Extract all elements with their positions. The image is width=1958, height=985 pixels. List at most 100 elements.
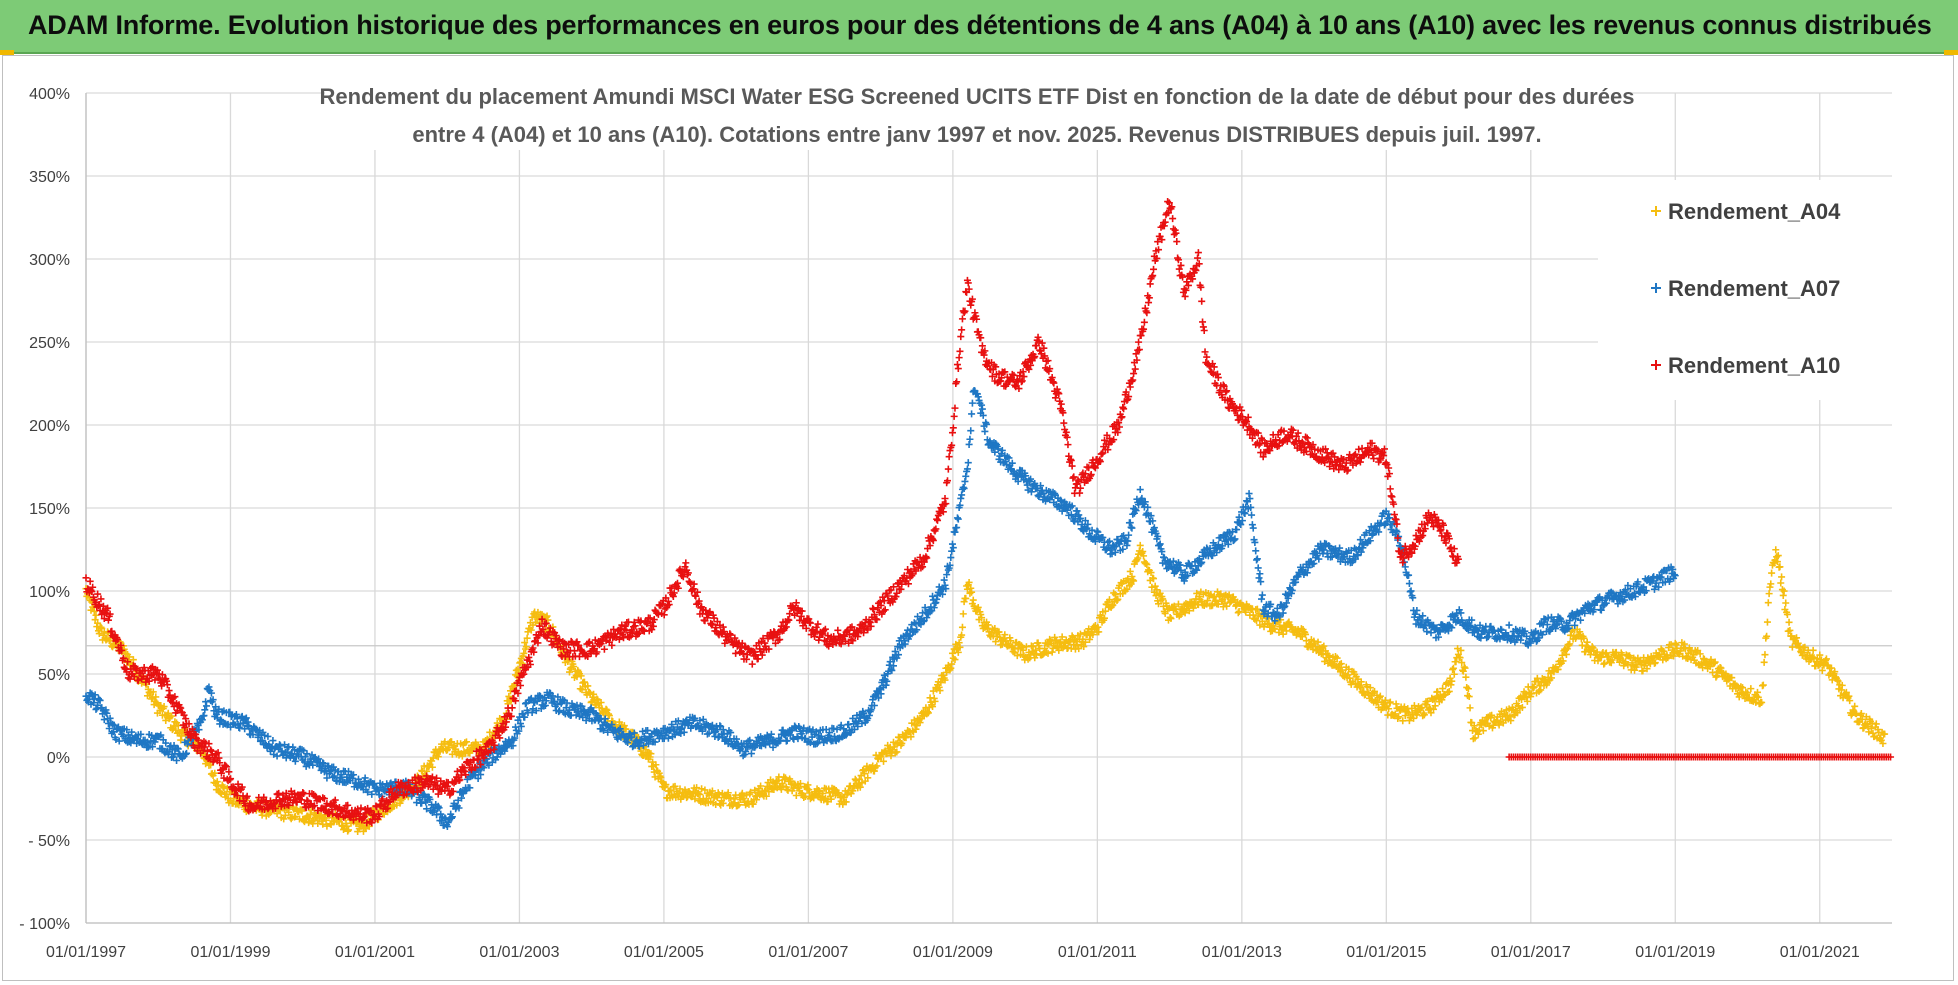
data-point <box>1366 684 1374 692</box>
data-point <box>898 739 906 747</box>
data-point <box>178 732 186 740</box>
data-point <box>1279 630 1287 638</box>
data-point <box>1255 574 1263 582</box>
data-point <box>1136 541 1144 549</box>
data-point <box>227 775 235 783</box>
data-point <box>1728 674 1736 682</box>
data-point <box>826 789 834 797</box>
data-point <box>959 610 967 618</box>
data-point <box>194 736 202 744</box>
data-point <box>1050 641 1058 649</box>
data-point <box>1399 717 1407 725</box>
data-point <box>1510 632 1518 640</box>
data-point <box>106 714 114 722</box>
data-point <box>762 792 770 800</box>
data-point <box>586 689 594 697</box>
data-point <box>1680 640 1688 648</box>
data-point <box>1466 704 1474 712</box>
data-point <box>1670 571 1678 579</box>
data-point <box>137 730 145 738</box>
data-point <box>1652 579 1660 587</box>
data-point <box>1249 524 1257 532</box>
data-point <box>815 786 823 794</box>
data-point <box>1331 658 1339 666</box>
data-point <box>1711 658 1719 666</box>
data-point <box>1151 582 1159 590</box>
data-point <box>322 816 330 824</box>
data-point <box>870 767 878 775</box>
data-point <box>900 637 908 645</box>
data-point <box>1271 617 1279 625</box>
data-point <box>762 786 770 794</box>
data-point <box>855 775 863 783</box>
data-point <box>727 794 735 802</box>
data-point <box>205 683 213 691</box>
data-point <box>935 683 943 691</box>
data-point <box>1056 638 1064 646</box>
data-point <box>637 747 645 755</box>
data-point <box>242 714 250 722</box>
data-point <box>1156 540 1164 548</box>
data-point <box>210 707 218 715</box>
data-point <box>1048 648 1056 656</box>
data-point <box>1631 593 1639 601</box>
data-point <box>1227 598 1235 606</box>
data-point <box>1083 524 1091 532</box>
data-point <box>89 583 97 591</box>
data-point <box>1631 589 1639 597</box>
data-point <box>266 797 274 805</box>
data-point <box>786 777 794 785</box>
data-point <box>1313 551 1321 559</box>
data-point <box>143 738 151 746</box>
data-point <box>1460 663 1468 671</box>
data-point <box>297 806 305 814</box>
data-point <box>1314 638 1322 646</box>
data-point <box>1707 656 1715 664</box>
data-point <box>601 715 609 723</box>
data-point <box>949 544 957 552</box>
data-point <box>953 523 961 531</box>
data-point <box>1845 692 1853 700</box>
data-point <box>913 626 921 634</box>
data-point <box>1027 488 1035 496</box>
data-point <box>1153 586 1161 594</box>
data-point <box>238 783 246 791</box>
data-point <box>522 643 530 651</box>
data-point <box>434 753 442 761</box>
data-point <box>1393 528 1401 536</box>
data-point <box>1597 606 1605 614</box>
data-point <box>932 599 940 607</box>
data-point <box>1666 575 1674 583</box>
data-point <box>326 768 334 776</box>
data-point <box>273 752 281 760</box>
data-point <box>95 600 103 608</box>
data-point <box>1405 580 1413 588</box>
data-point <box>1773 558 1781 566</box>
data-point <box>345 826 353 834</box>
data-point <box>95 630 103 638</box>
data-point <box>361 774 369 782</box>
data-point <box>994 445 1002 453</box>
data-point <box>258 736 266 744</box>
data-point <box>1177 566 1185 574</box>
data-point <box>883 677 891 685</box>
data-point <box>1084 520 1092 528</box>
data-point <box>1029 643 1037 651</box>
data-point <box>991 448 999 456</box>
data-point <box>1114 595 1122 603</box>
data-point <box>1651 659 1659 667</box>
data-point <box>735 801 743 809</box>
data-point <box>477 771 485 779</box>
data-point <box>1783 610 1791 618</box>
data-point <box>509 742 517 750</box>
data-point <box>536 692 544 700</box>
data-point <box>991 625 999 633</box>
data-point <box>330 772 338 780</box>
data-point <box>1213 549 1221 557</box>
data-point <box>233 715 241 723</box>
data-point <box>978 401 986 409</box>
data-point <box>1073 507 1081 515</box>
data-point <box>1822 655 1830 663</box>
data-point <box>152 693 160 701</box>
data-point <box>1827 664 1835 672</box>
